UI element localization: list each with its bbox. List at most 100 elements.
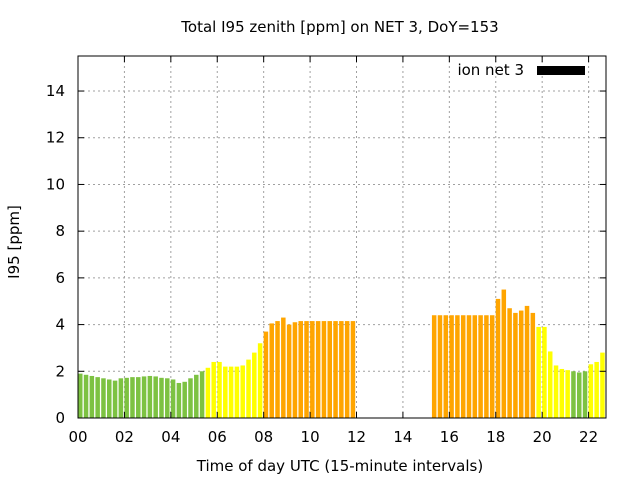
bar: [217, 361, 222, 418]
bar: [252, 352, 257, 418]
bar: [547, 351, 553, 418]
bar: [89, 375, 95, 418]
bar: [199, 371, 205, 418]
bar: [124, 377, 129, 418]
bar: [333, 321, 338, 418]
bar: [559, 368, 565, 418]
bar: [431, 315, 437, 418]
bar: [536, 326, 541, 418]
plot-frame: [77, 55, 607, 419]
bar: [339, 321, 344, 418]
bar: [228, 366, 234, 418]
bar: [507, 308, 512, 418]
y-tick-label: 8: [55, 222, 65, 240]
bar: [211, 361, 216, 418]
bar: [327, 321, 332, 418]
x-tick-label: 10: [301, 428, 320, 446]
bar: [286, 324, 292, 418]
bar: [466, 315, 472, 418]
bar: [489, 315, 495, 418]
x-tick-label: 20: [533, 428, 552, 446]
x-tick-label: 08: [254, 428, 273, 446]
y-tick-label: 6: [55, 269, 65, 287]
bar: [246, 359, 251, 418]
bar: [159, 377, 164, 418]
bars: [78, 289, 605, 418]
bar: [344, 321, 350, 418]
bar: [443, 315, 449, 418]
bar: [83, 374, 89, 418]
bar: [170, 379, 176, 418]
bar: [495, 298, 501, 418]
bar: [594, 361, 599, 418]
y-axis-label: I95 [ppm]: [5, 205, 23, 279]
x-tick-label: 16: [440, 428, 459, 446]
bar: [269, 323, 274, 418]
x-tick-label: 12: [347, 428, 366, 446]
bar: [542, 326, 547, 418]
bar: [553, 365, 559, 418]
bar: [518, 310, 524, 418]
bar: [513, 312, 518, 418]
bar: [600, 352, 605, 418]
bar: [118, 378, 124, 418]
bar: [576, 372, 582, 418]
chart-title: Total I95 zenith [ppm] on NET 3, DoY=153: [180, 18, 498, 36]
bar: [524, 305, 530, 418]
bar: [182, 381, 187, 418]
bar: [321, 321, 327, 418]
bar: [147, 375, 153, 418]
bar: [153, 376, 158, 418]
bar: [136, 377, 141, 418]
bar: [455, 315, 460, 418]
legend-label: ion net 3: [457, 61, 524, 79]
bar: [304, 321, 309, 418]
bar: [176, 382, 182, 418]
bar: [107, 379, 112, 418]
bar: [310, 321, 315, 418]
bar: [478, 315, 483, 418]
x-tick-label: 18: [486, 428, 505, 446]
y-tick-label: 0: [55, 409, 65, 427]
bar: [194, 374, 199, 418]
y-tick-label: 2: [55, 362, 65, 380]
bar: [281, 317, 286, 418]
bar: [112, 380, 118, 418]
bar: [78, 373, 83, 418]
bar: [588, 364, 594, 418]
bar: [223, 366, 228, 418]
bar: [292, 322, 298, 418]
bar: [571, 371, 576, 418]
y-tick-label: 12: [46, 129, 65, 147]
x-tick-label: 02: [115, 428, 134, 446]
y-tick-label: 4: [55, 316, 65, 334]
x-tick-label: 04: [161, 428, 180, 446]
legend: ion net 3: [457, 61, 585, 79]
bar: [257, 343, 263, 418]
legend-swatch: [537, 66, 585, 75]
x-tick-label: 00: [68, 428, 87, 446]
bar: [275, 321, 280, 418]
bar: [101, 378, 106, 418]
bar: [165, 378, 170, 418]
bar: [565, 370, 570, 418]
bar: [263, 331, 269, 418]
bar: [472, 315, 478, 418]
bar: [582, 371, 588, 418]
bar: [240, 365, 245, 418]
bar: [130, 377, 135, 418]
bar: [484, 315, 489, 418]
bar: [437, 315, 443, 418]
x-tick-label: 06: [208, 428, 227, 446]
bar: [460, 315, 466, 418]
bar: [530, 312, 536, 418]
x-tick-label: 14: [393, 428, 412, 446]
bar: [95, 377, 100, 418]
bar: [350, 321, 356, 418]
bar: [298, 321, 303, 418]
bar: [315, 321, 321, 418]
bar: [449, 315, 454, 418]
bar: [205, 367, 211, 418]
bar: [501, 289, 507, 418]
